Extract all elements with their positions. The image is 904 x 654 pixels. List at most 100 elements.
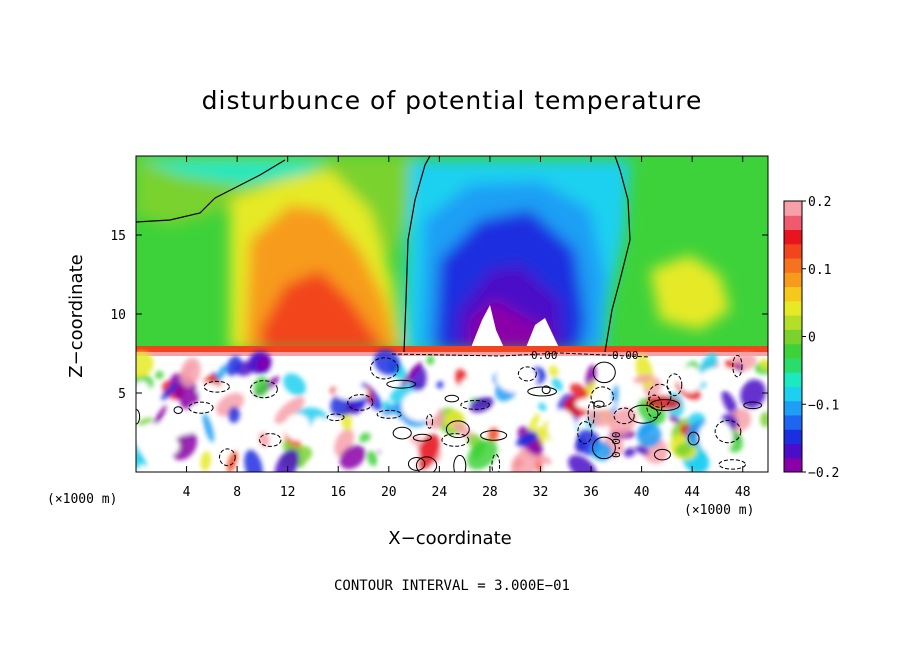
white-eddy xyxy=(284,413,311,441)
red-core xyxy=(260,270,385,350)
y-axis-ticks: 5 10 15 xyxy=(110,229,768,402)
colorbar-swatch xyxy=(784,315,802,330)
lower-contour-line xyxy=(173,406,183,415)
lower-contour-line xyxy=(249,380,278,399)
turbulence-blob xyxy=(570,383,588,399)
lower-contour-line xyxy=(444,394,460,403)
white-eddy xyxy=(159,419,200,435)
colorbar-swatch xyxy=(784,414,802,430)
contour-label-3: 0.00 xyxy=(610,432,623,459)
interface-band xyxy=(136,346,768,354)
turbulence-blob xyxy=(216,364,228,382)
x-tick-label: 44 xyxy=(684,485,700,500)
cyan-top-left xyxy=(140,160,330,185)
lower-contour-line xyxy=(415,456,438,472)
lower-contour-line xyxy=(577,421,593,445)
lower-contour-line xyxy=(587,401,595,426)
lower-contour-line xyxy=(648,383,672,408)
colorbar-swatch xyxy=(784,386,802,402)
turbulence-blob xyxy=(367,450,378,467)
turbulence-blob xyxy=(200,451,211,471)
colorbar-swatch xyxy=(784,343,802,359)
y-tick-label: 5 xyxy=(118,387,126,402)
lower-contour-line xyxy=(386,379,417,389)
turbulence-blob xyxy=(623,447,636,457)
white-eddy xyxy=(548,409,576,446)
colorbar-tick-label: 0 xyxy=(808,331,816,346)
lower-contour-line xyxy=(412,433,432,442)
turbulence-blob xyxy=(274,449,300,472)
lower-contour-line xyxy=(453,454,467,472)
lower-contour-line xyxy=(188,401,214,414)
colorbar-swatch xyxy=(784,286,802,302)
turbulence-blob xyxy=(466,439,498,470)
lower-contour-line xyxy=(203,380,230,393)
turbulence-blob xyxy=(635,445,650,455)
turbulence-blob xyxy=(568,454,597,472)
lower-contour-line xyxy=(649,399,681,412)
x-tick-label: 48 xyxy=(735,485,751,500)
white-eddy xyxy=(460,376,493,396)
colorbar-swatch xyxy=(784,443,802,459)
lower-contour-line xyxy=(441,433,470,447)
turbulence-blob xyxy=(373,349,401,376)
turbulence-blob xyxy=(610,385,619,415)
white-eddy xyxy=(310,417,330,446)
white-eddy xyxy=(136,381,151,406)
lower-contour-line xyxy=(653,448,672,461)
turbulence-blob xyxy=(436,381,444,389)
colorbar-swatch xyxy=(784,329,802,345)
white-eddy xyxy=(401,390,440,422)
lower-contour-line xyxy=(666,373,683,397)
colorbar-tick-label: −0.1 xyxy=(808,398,839,413)
lower-contour-line xyxy=(347,394,374,411)
colorbar-swatch xyxy=(784,400,802,416)
lower-contour-line xyxy=(517,366,537,382)
turbulence-blob xyxy=(253,376,269,397)
turbulence-blob xyxy=(551,377,563,391)
lower-contour-line xyxy=(527,386,557,397)
colorbar-tick-label: −0.2 xyxy=(808,466,839,481)
colorbar-tick-label: 0.2 xyxy=(808,195,831,210)
turbulence-blob xyxy=(469,396,494,413)
turbulence-blob xyxy=(381,402,401,418)
lower-contour-line xyxy=(460,399,490,410)
turbulence-blob xyxy=(136,351,154,378)
lower-contour-line xyxy=(714,419,742,444)
turbulence-blob xyxy=(538,402,547,412)
white-eddy xyxy=(698,419,733,455)
colorbar-swatch xyxy=(784,272,802,288)
lower-contour-line xyxy=(687,431,700,446)
lower-contour-line xyxy=(425,413,434,429)
colorbar: 0.2 0.1 0 −0.1 −0.2 xyxy=(783,195,839,481)
lower-contour-line xyxy=(592,436,616,460)
turbulence-blob xyxy=(416,434,440,470)
dashed-interface-contour xyxy=(391,352,651,358)
contour-label-2: 0.00 xyxy=(612,349,639,362)
white-eddy xyxy=(334,385,369,400)
lower-contour-line xyxy=(593,400,605,408)
turbulence-blob xyxy=(426,355,435,366)
turbulence-blob xyxy=(721,390,738,417)
white-eddy xyxy=(139,433,180,459)
x-tick-label: 8 xyxy=(233,485,241,500)
turbulence-blob xyxy=(528,413,540,432)
turbulence-blob xyxy=(740,379,766,409)
x-unit-label-left: (×1000 m) xyxy=(47,492,118,507)
y-tick-label: 15 xyxy=(110,229,126,244)
x-axis-label: X−coordinate xyxy=(388,528,512,549)
x-tick-label: 16 xyxy=(330,485,346,500)
lower-contour-line xyxy=(326,413,345,422)
colorbar-swatch xyxy=(784,457,802,473)
x-tick-label: 20 xyxy=(381,485,397,500)
contour-interval-note: CONTOUR INTERVAL = 3.000E−01 xyxy=(333,578,570,594)
colorbar-swatch xyxy=(784,201,802,216)
turbulence-blob xyxy=(202,413,215,443)
zero-contour-right xyxy=(604,156,631,353)
lower-contour-line xyxy=(370,357,399,380)
turbulence-blob xyxy=(452,420,472,438)
lower-contour-line xyxy=(718,459,747,470)
white-eddy xyxy=(365,416,406,438)
lower-contour-line xyxy=(646,394,663,418)
turbulence-blob xyxy=(510,451,537,472)
